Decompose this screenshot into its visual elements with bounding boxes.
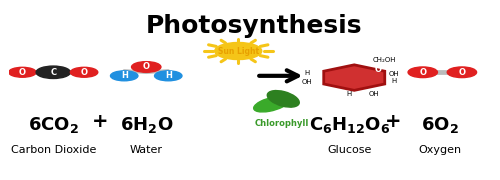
Circle shape — [154, 71, 182, 81]
Text: O: O — [458, 68, 466, 77]
Circle shape — [36, 66, 70, 78]
Polygon shape — [324, 65, 385, 90]
Circle shape — [70, 67, 98, 77]
Text: +: + — [385, 112, 402, 131]
Text: OH: OH — [302, 79, 312, 85]
Text: H: H — [346, 91, 352, 97]
Text: C: C — [50, 68, 56, 77]
Text: O: O — [374, 65, 381, 74]
Text: H: H — [392, 78, 397, 84]
Text: Water: Water — [130, 145, 162, 155]
Text: H: H — [304, 70, 310, 76]
Text: O: O — [80, 68, 87, 77]
Text: CH₂OH: CH₂OH — [373, 57, 396, 62]
Circle shape — [447, 67, 476, 78]
Text: H: H — [121, 71, 128, 80]
Text: Sun Light: Sun Light — [218, 46, 259, 55]
Text: OH: OH — [368, 91, 379, 97]
Circle shape — [132, 62, 161, 72]
Text: Chlorophyll: Chlorophyll — [255, 119, 310, 128]
Text: $\mathbf{C_6H_{12}O_6}$: $\mathbf{C_6H_{12}O_6}$ — [308, 115, 390, 135]
Text: $\mathbf{6CO_2}$: $\mathbf{6CO_2}$ — [28, 115, 78, 135]
Text: O: O — [19, 68, 26, 77]
Ellipse shape — [268, 91, 300, 107]
Text: Glucose: Glucose — [327, 145, 372, 155]
Circle shape — [8, 67, 36, 77]
Text: Photosynthesis: Photosynthesis — [146, 14, 362, 38]
Text: O: O — [420, 68, 426, 77]
Text: $\mathbf{6H_2O}$: $\mathbf{6H_2O}$ — [120, 115, 173, 135]
Text: OH: OH — [389, 71, 400, 77]
Text: +: + — [92, 112, 108, 131]
Circle shape — [215, 42, 262, 60]
Ellipse shape — [254, 96, 290, 112]
Text: $\mathbf{6O_2}$: $\mathbf{6O_2}$ — [421, 115, 459, 135]
Text: Oxygen: Oxygen — [418, 145, 462, 155]
Text: Carbon Dioxide: Carbon Dioxide — [10, 145, 96, 155]
Text: O: O — [142, 62, 150, 71]
Text: H: H — [165, 71, 172, 80]
Circle shape — [110, 71, 138, 81]
Circle shape — [408, 67, 438, 78]
